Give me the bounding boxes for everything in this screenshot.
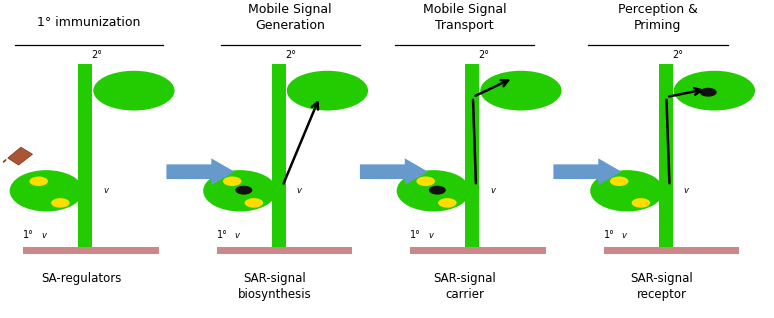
Ellipse shape — [673, 71, 755, 111]
FancyBboxPatch shape — [659, 64, 673, 247]
Ellipse shape — [480, 71, 562, 111]
FancyBboxPatch shape — [278, 89, 286, 105]
Text: v: v — [622, 231, 626, 240]
Text: SAR-signal
receptor: SAR-signal receptor — [630, 272, 694, 301]
FancyBboxPatch shape — [465, 64, 479, 247]
Ellipse shape — [610, 176, 628, 186]
Text: SAR-signal
biosynthesis: SAR-signal biosynthesis — [238, 272, 312, 301]
Polygon shape — [8, 147, 33, 165]
FancyBboxPatch shape — [23, 247, 159, 254]
FancyBboxPatch shape — [410, 247, 546, 254]
Ellipse shape — [438, 198, 457, 208]
Text: 2°: 2° — [285, 51, 296, 60]
Text: SAR-signal
carrier: SAR-signal carrier — [433, 272, 496, 301]
Text: v: v — [490, 186, 495, 195]
Text: v: v — [235, 231, 239, 240]
Text: Perception &
Priming: Perception & Priming — [618, 3, 698, 32]
Ellipse shape — [10, 170, 84, 211]
Ellipse shape — [51, 198, 70, 208]
Text: 1°: 1° — [604, 230, 615, 240]
Text: v: v — [683, 186, 688, 195]
Ellipse shape — [245, 198, 263, 208]
Text: Mobile Signal
Transport: Mobile Signal Transport — [423, 3, 506, 32]
Ellipse shape — [94, 71, 175, 111]
Ellipse shape — [416, 176, 435, 186]
FancyBboxPatch shape — [471, 89, 479, 105]
Text: 1° immunization: 1° immunization — [37, 16, 141, 29]
Text: v: v — [41, 231, 46, 240]
FancyBboxPatch shape — [272, 64, 286, 247]
Ellipse shape — [223, 176, 241, 186]
Ellipse shape — [700, 88, 717, 97]
FancyBboxPatch shape — [604, 247, 739, 254]
Text: v: v — [428, 231, 433, 240]
FancyBboxPatch shape — [78, 64, 92, 247]
Ellipse shape — [286, 71, 368, 111]
FancyBboxPatch shape — [84, 89, 92, 105]
Ellipse shape — [632, 198, 650, 208]
Text: 1°: 1° — [217, 230, 228, 240]
FancyBboxPatch shape — [665, 89, 673, 105]
Polygon shape — [360, 158, 428, 185]
Text: 1°: 1° — [410, 230, 421, 240]
Ellipse shape — [203, 170, 277, 211]
Ellipse shape — [590, 170, 663, 211]
Text: Mobile Signal
Generation: Mobile Signal Generation — [248, 3, 332, 32]
Polygon shape — [553, 158, 622, 185]
Ellipse shape — [29, 176, 48, 186]
Ellipse shape — [396, 170, 470, 211]
Text: 2°: 2° — [91, 51, 102, 60]
Text: v: v — [103, 186, 108, 195]
Ellipse shape — [429, 186, 446, 195]
Text: v: v — [296, 186, 301, 195]
Ellipse shape — [235, 186, 252, 195]
Text: 2°: 2° — [478, 51, 489, 60]
Text: 1°: 1° — [23, 230, 34, 240]
FancyBboxPatch shape — [217, 247, 352, 254]
Polygon shape — [166, 158, 235, 185]
Text: 2°: 2° — [672, 51, 683, 60]
Text: SA-regulators: SA-regulators — [41, 272, 122, 285]
